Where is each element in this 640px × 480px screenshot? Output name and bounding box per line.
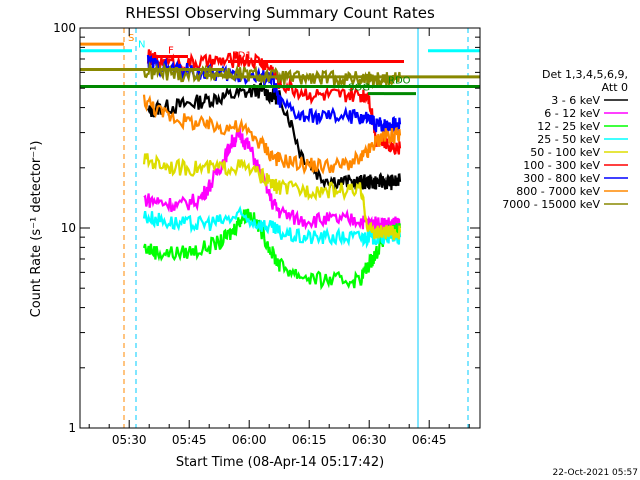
series-line-3 bbox=[142, 205, 402, 249]
legend-label-8: 7000 - 15000 keV bbox=[502, 198, 600, 211]
x-tick-label-0: 05:30 bbox=[112, 433, 147, 447]
x-axis-ticks: 05:30 05:45 06:00 06:15 06:30 06:45 bbox=[88, 28, 470, 447]
legend-label-6: 300 - 800 keV bbox=[523, 172, 600, 185]
vertical-markers bbox=[123, 28, 469, 428]
legend-header-detectors: Det 1,3,4,5,6,9, bbox=[542, 68, 628, 81]
x-axis-label: Start Time (08-Apr-14 05:17:42) bbox=[176, 455, 384, 470]
x-tick-label-4: 06:30 bbox=[352, 433, 387, 447]
legend-label-1: 6 - 12 keV bbox=[544, 107, 600, 120]
generation-timestamp: 22-Oct-2021 05:57 bbox=[552, 468, 638, 478]
x-tick-label-5: 06:45 bbox=[412, 433, 447, 447]
y-tick-label-1: 10 bbox=[61, 221, 76, 235]
legend-label-4: 50 - 100 keV bbox=[530, 146, 600, 159]
legend-header-attenuator: Att 0 bbox=[602, 81, 628, 94]
series-line-8 bbox=[142, 61, 402, 90]
flag-label-7: N bbox=[204, 64, 211, 75]
legend-label-5: 100 - 300 keV bbox=[523, 159, 600, 172]
x-tick-label-1: 05:45 bbox=[172, 433, 207, 447]
legend-label-7: 800 - 7000 keV bbox=[516, 185, 600, 198]
x-tick-label-3: 06:15 bbox=[292, 433, 327, 447]
flag-label-0: S bbox=[128, 33, 134, 44]
y-axis-label: Count Rate (s⁻¹ detector⁻¹) bbox=[29, 141, 44, 318]
chart-title: RHESSI Observing Summary Count Rates bbox=[125, 4, 435, 22]
flag-label-8: RDO bbox=[388, 75, 411, 86]
data-series bbox=[142, 49, 402, 291]
flag-label-3: F bbox=[168, 46, 174, 57]
legend-label-0: 3 - 6 keV bbox=[551, 94, 600, 107]
series-line-1 bbox=[143, 125, 401, 234]
series-line-0 bbox=[146, 81, 402, 191]
series-line-2 bbox=[142, 208, 402, 291]
flag-label-4: FD1 bbox=[232, 50, 252, 61]
y-axis-ticks: 1 10 100 bbox=[53, 21, 480, 435]
flag-label-10: SOG bbox=[348, 83, 370, 94]
y-tick-label-0: 1 bbox=[68, 421, 76, 435]
series-line-7 bbox=[142, 94, 402, 176]
legend-label-2: 12 - 25 keV bbox=[537, 120, 600, 133]
legend-label-3: 25 - 50 keV bbox=[537, 133, 600, 146]
x-tick-label-2: 06:00 bbox=[232, 433, 267, 447]
series-line-4 bbox=[142, 153, 402, 241]
flag-label-1: N bbox=[138, 40, 145, 51]
y-tick-label-2: 100 bbox=[53, 21, 76, 35]
